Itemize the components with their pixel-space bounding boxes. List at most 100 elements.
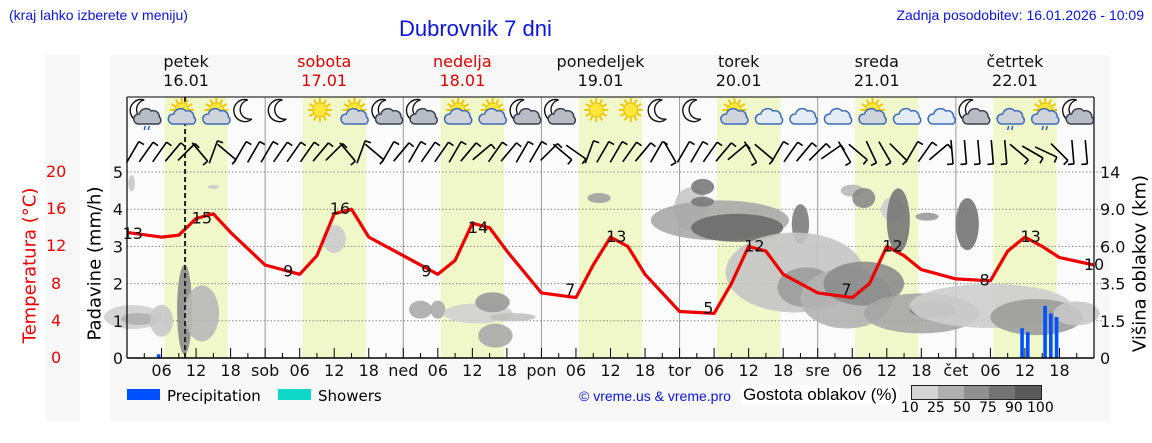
- wind-barb-icon: [596, 140, 615, 163]
- x-axis-tick-label: 12: [186, 361, 206, 380]
- day-date: 17.01: [301, 71, 348, 90]
- moon-icon: [233, 98, 253, 123]
- cloud-icon: [789, 107, 818, 125]
- moon-cloud-icon: [371, 98, 404, 125]
- wind-barb-icon: [152, 141, 172, 163]
- cloud-density-area: [852, 188, 876, 209]
- cloud-height-tick-label: 6.0: [1100, 237, 1125, 256]
- cloud-density-area: [128, 175, 136, 192]
- wind-barb-icon: [690, 140, 709, 163]
- cloud-height-tick-label: 0: [1100, 349, 1110, 368]
- wind-barb-icon: [905, 140, 924, 163]
- wind-barb-icon: [837, 141, 852, 167]
- precipitation-tick-label: 1: [113, 312, 123, 331]
- precipitation-tick-label: 5: [113, 163, 123, 182]
- day-date: 16.01: [163, 71, 209, 90]
- wind-barb-icon: [1021, 145, 1044, 164]
- x-axis-tick-label: 18: [911, 361, 931, 380]
- sun-cloud-icon: [478, 98, 507, 125]
- wind-barb-icon: [1081, 139, 1089, 166]
- x-axis-tick-label: ned: [388, 361, 418, 380]
- temperature-value-label: 16: [330, 199, 350, 218]
- temperature-tick: 16: [46, 199, 67, 219]
- wind-barb-icon: [770, 140, 790, 163]
- wind-barb-icon: [1067, 139, 1075, 166]
- precipitation-bar: [1020, 328, 1024, 358]
- temperature-value-label: 7: [565, 280, 575, 299]
- wind-barb-icon: [609, 140, 628, 163]
- wind-barb-icon: [434, 141, 454, 163]
- legend-showers-swatch: [278, 389, 311, 400]
- x-axis-tick-label: čet: [943, 361, 968, 380]
- temperature-value-label: 12: [882, 236, 902, 255]
- sun-cloud-rain-icon: [1030, 98, 1060, 131]
- wind-barb-icon: [191, 142, 209, 166]
- cloud-density-area: [587, 193, 611, 204]
- temperature-tick: 0: [51, 348, 62, 367]
- x-axis-tick-label: 06: [289, 361, 309, 380]
- wind-barb-icon: [420, 141, 441, 163]
- wind-barb-icon: [177, 142, 200, 162]
- x-axis-tick-label: 06: [566, 361, 586, 380]
- wind-barb-icon: [286, 141, 307, 163]
- day-label-5: sreda 21.01: [807, 52, 947, 90]
- day-name: torek: [717, 52, 760, 71]
- x-axis-tick-label: 18: [220, 361, 240, 380]
- wind-barb-icon: [676, 140, 696, 163]
- precipitation-tick-label: 2: [113, 275, 123, 294]
- wind-barb-icon: [565, 144, 587, 165]
- wind-barb-icon: [917, 141, 938, 163]
- temperature-value-label: 7: [841, 280, 851, 299]
- sun-cloud-icon: [167, 98, 197, 125]
- wind-barb-icon: [487, 141, 508, 163]
- wind-barb-icon: [138, 141, 159, 163]
- cloud-density-swatch: [912, 386, 938, 399]
- wind-barb-icon: [208, 139, 224, 164]
- cloud-density-area: [184, 285, 220, 342]
- x-axis-tick-label: 18: [1049, 361, 1069, 380]
- cloud-density-area: [150, 304, 174, 337]
- day-date: 18.01: [439, 71, 486, 90]
- temperature-tick: 4: [51, 310, 62, 330]
- wind-barb-icon: [126, 140, 145, 163]
- day-name: nedelja: [433, 52, 492, 71]
- precipitation-bar: [1054, 317, 1059, 358]
- x-axis-tick-label: 06: [980, 361, 1000, 380]
- x-axis-tick-label: 18: [359, 361, 379, 380]
- x-axis-tick-label: 18: [497, 361, 517, 380]
- cloud-density-area: [121, 312, 156, 325]
- moon-cloud-icon: [543, 98, 577, 125]
- moon-cloud-rain-icon: [129, 98, 162, 131]
- cloud-density-area: [322, 224, 346, 253]
- wind-barb-icon: [795, 142, 818, 162]
- cloud-density-swatch: [989, 386, 1016, 399]
- cloud-density-area: [430, 300, 446, 319]
- region-hint-link[interactable]: (kraj lahko izberete v meniju): [9, 7, 188, 23]
- temperature-value-label: 13: [123, 224, 143, 243]
- moon-cloud-icon: [405, 98, 438, 125]
- cloud-density-colorbar: [911, 385, 1042, 400]
- wind-barb-icon: [356, 139, 372, 164]
- wind-barb-icon: [1034, 146, 1058, 163]
- moon-icon: [647, 98, 667, 123]
- temperature-value-label: 15: [192, 209, 212, 228]
- last-update-text: Zadnja posodobitev: 16.01.2026 - 10:09: [896, 7, 1144, 23]
- wind-barb-icon: [299, 141, 320, 163]
- temperature-value-label: 9: [283, 261, 293, 280]
- wind-barb-icon: [393, 142, 415, 162]
- x-axis-tick-label: 12: [462, 361, 482, 380]
- wind-barb-icon: [808, 142, 832, 162]
- day-name: petek: [163, 52, 209, 71]
- cloud-density-area: [691, 178, 715, 195]
- day-label-1: sobota 17.01: [254, 52, 394, 90]
- wind-barb-icon: [1009, 143, 1029, 165]
- legend-showers-label: Showers: [318, 387, 382, 405]
- day-name: ponedeljek: [556, 52, 645, 71]
- x-axis-tick-label: 12: [324, 361, 344, 380]
- copyright-link[interactable]: © vreme.us & vreme.pro: [579, 388, 731, 404]
- temperature-value-label: 8: [980, 271, 990, 290]
- sun-cloud-icon: [202, 98, 231, 125]
- x-axis-tick-label: 06: [704, 361, 724, 380]
- wind-barb-icon: [552, 143, 573, 165]
- cloud-density-label: Gostota oblakov (%): [741, 385, 900, 405]
